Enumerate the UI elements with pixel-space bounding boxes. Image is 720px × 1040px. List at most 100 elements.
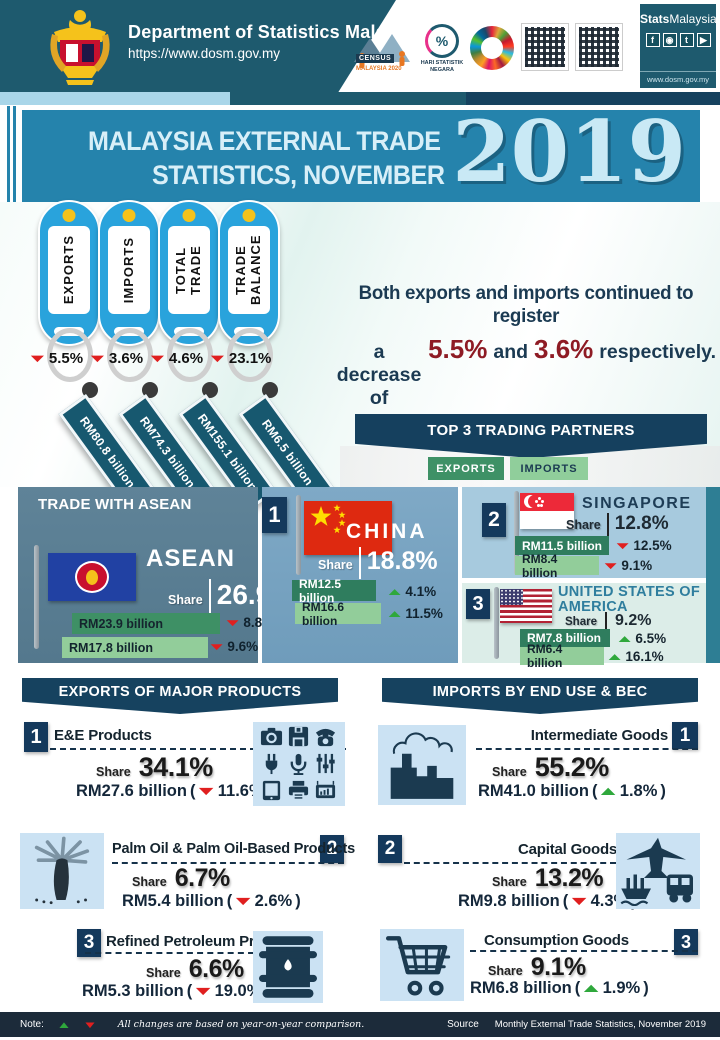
youtube-icon[interactable]: ▶	[696, 33, 711, 47]
keychain-tag-icon: EXPORTS	[38, 200, 100, 346]
qr-code-1[interactable]	[521, 23, 569, 71]
asean-imports-change: ▼ 9.6%	[206, 639, 259, 654]
printer-icon	[288, 780, 309, 801]
down-arrow-icon: ▼	[206, 352, 229, 365]
legend-imports-chip[interactable]: IMPORTS	[510, 457, 588, 480]
product-value-line: RM5.4 billion ( ▼ 2.6% )	[122, 892, 301, 910]
up-arrow-icon: ▲	[384, 607, 405, 619]
note-label: Note:	[20, 1019, 44, 1030]
summary-tag-total-trade: TOTAL TRADE ▼ 4.6% RM155.1 billion	[146, 200, 277, 512]
product-name: Palm Oil & Palm Oil-Based Products	[112, 841, 355, 857]
tablet-icon	[262, 780, 281, 801]
china-share-value: 18.8%	[366, 547, 438, 575]
down-arrow-icon: ▼	[222, 616, 243, 628]
social-icons: f ◉ t ▶	[640, 33, 716, 47]
palm-oil-iconbox	[20, 833, 104, 909]
share-label: Share	[566, 518, 601, 532]
tag-label: EXPORTS	[60, 235, 76, 305]
statsmalaysia-brand: StatsMalaysia	[640, 12, 717, 26]
usa-name-line1: UNITED STATES OF	[558, 584, 701, 600]
paren-open: (	[574, 979, 581, 997]
statsmalaysia-block: StatsMalaysia f ◉ t ▶ www.dosm.gov.my	[640, 4, 717, 88]
share-divider	[604, 612, 607, 634]
down-arrow-icon: ▼	[191, 984, 216, 999]
report-title-line1: MALAYSIA EXTERNAL TRADE	[88, 126, 441, 156]
up-arrow-icon: ▲	[604, 650, 625, 662]
change-value: 11.6%	[217, 782, 264, 800]
divider-strip-navy	[466, 92, 720, 105]
rank-badge: 2	[482, 503, 506, 537]
divider-strip-lightblue	[0, 92, 230, 105]
share-value: 6.7%	[174, 864, 230, 892]
keyring-icon	[107, 328, 153, 382]
facebook-icon[interactable]: f	[645, 33, 660, 47]
left-accent-line-2	[13, 106, 16, 246]
change-value: 4.6%	[168, 350, 204, 367]
down-arrow-icon: ▼	[567, 894, 592, 909]
change-value: 1.9%	[602, 979, 641, 997]
up-arrow-icon: ▲	[614, 632, 635, 644]
rank-badge: 1	[262, 497, 287, 533]
statement-mid: and	[493, 341, 529, 363]
tag-change: ▼ 3.6%	[86, 350, 176, 367]
china-imports-change: ▲ 11.5%	[384, 606, 443, 621]
share-value: 34.1%	[138, 752, 214, 782]
statday-label: HARI STATISTIK NEGARA	[420, 60, 464, 73]
intermediate-goods-iconbox	[378, 725, 466, 805]
summary-tag-exports: EXPORTS ▼ 5.5% RM80.8 billion	[26, 200, 157, 512]
dashed-divider	[476, 748, 698, 750]
airplane-icon	[626, 837, 686, 878]
brand-website[interactable]: www.dosm.gov.my	[640, 71, 716, 84]
tag-label: TRADE BALANCE	[233, 234, 263, 306]
qr-code-2[interactable]	[575, 23, 623, 71]
up-arrow-icon: ▲	[384, 585, 405, 597]
header: Department of Statistics Malaysia https:…	[0, 0, 720, 92]
twitter-icon[interactable]: t	[679, 33, 694, 47]
dashed-divider	[50, 748, 346, 750]
share-divider	[208, 579, 211, 615]
usa-exports-bar: RM7.8 billion	[520, 629, 610, 647]
flagpole-icon	[494, 587, 499, 659]
product-share-row: Share 34.1%	[96, 752, 213, 783]
share-value: 13.2%	[534, 864, 604, 892]
tag-change: ▼ 23.1%	[206, 350, 296, 367]
factory-icon	[390, 732, 454, 799]
singapore-share-value: 12.8%	[614, 513, 669, 534]
footer-bar: Note: ▲ ▼ All changes are based on year-…	[0, 1012, 720, 1037]
share-label: Share	[318, 558, 353, 572]
singapore-exports-bar: RM11.5 billion	[515, 536, 609, 555]
census-logo-label: CENSUS	[356, 54, 395, 63]
share-label: Share	[146, 966, 181, 980]
source-label: Source	[447, 1019, 479, 1030]
keyring-icon	[227, 328, 273, 382]
ship-icon	[621, 888, 651, 899]
asean-flag-icon	[48, 553, 136, 601]
up-arrow-icon: ▲	[579, 981, 604, 996]
rank-badge: 2	[320, 835, 344, 863]
tag-hole-icon	[122, 209, 136, 222]
paren-open: (	[562, 892, 569, 910]
product-name: Intermediate Goods	[530, 727, 668, 744]
legend-exports-chip[interactable]: EXPORTS	[428, 457, 504, 480]
headline-statement: Both exports and imports continued to re…	[336, 282, 716, 410]
down-arrow-icon: ▼	[231, 894, 256, 909]
dashed-divider	[470, 950, 698, 952]
department-url[interactable]: https://www.dosm.gov.my	[128, 46, 281, 61]
summary-tag-imports: IMPORTS ▼ 3.6% RM74.3 billion	[86, 200, 217, 512]
tag-change: ▼ 5.5%	[26, 350, 116, 367]
share-label: Share	[168, 593, 203, 607]
product-share-row: Share 6.6%	[146, 955, 244, 984]
paren-open: (	[591, 782, 598, 800]
usa-share-row: Share 9.2%	[565, 612, 651, 634]
down-arrow-icon: ▼	[612, 539, 633, 551]
rank-badge: 1	[24, 722, 48, 752]
national-statistics-day-logo: % HARI STATISTIK NEGARA	[420, 24, 464, 80]
ee-products-iconbox	[253, 722, 345, 806]
keychain-tag-icon: IMPORTS	[98, 200, 160, 346]
consumption-goods-iconbox	[380, 929, 464, 1001]
china-card: 1 CHINA Share 18.8% RM12.5 billion ▲ 4.1%…	[262, 487, 458, 663]
statement-pct2: 3.6%	[534, 334, 594, 364]
dashed-divider	[85, 952, 305, 954]
instagram-icon[interactable]: ◉	[662, 33, 677, 47]
share-label: Share	[565, 616, 597, 628]
